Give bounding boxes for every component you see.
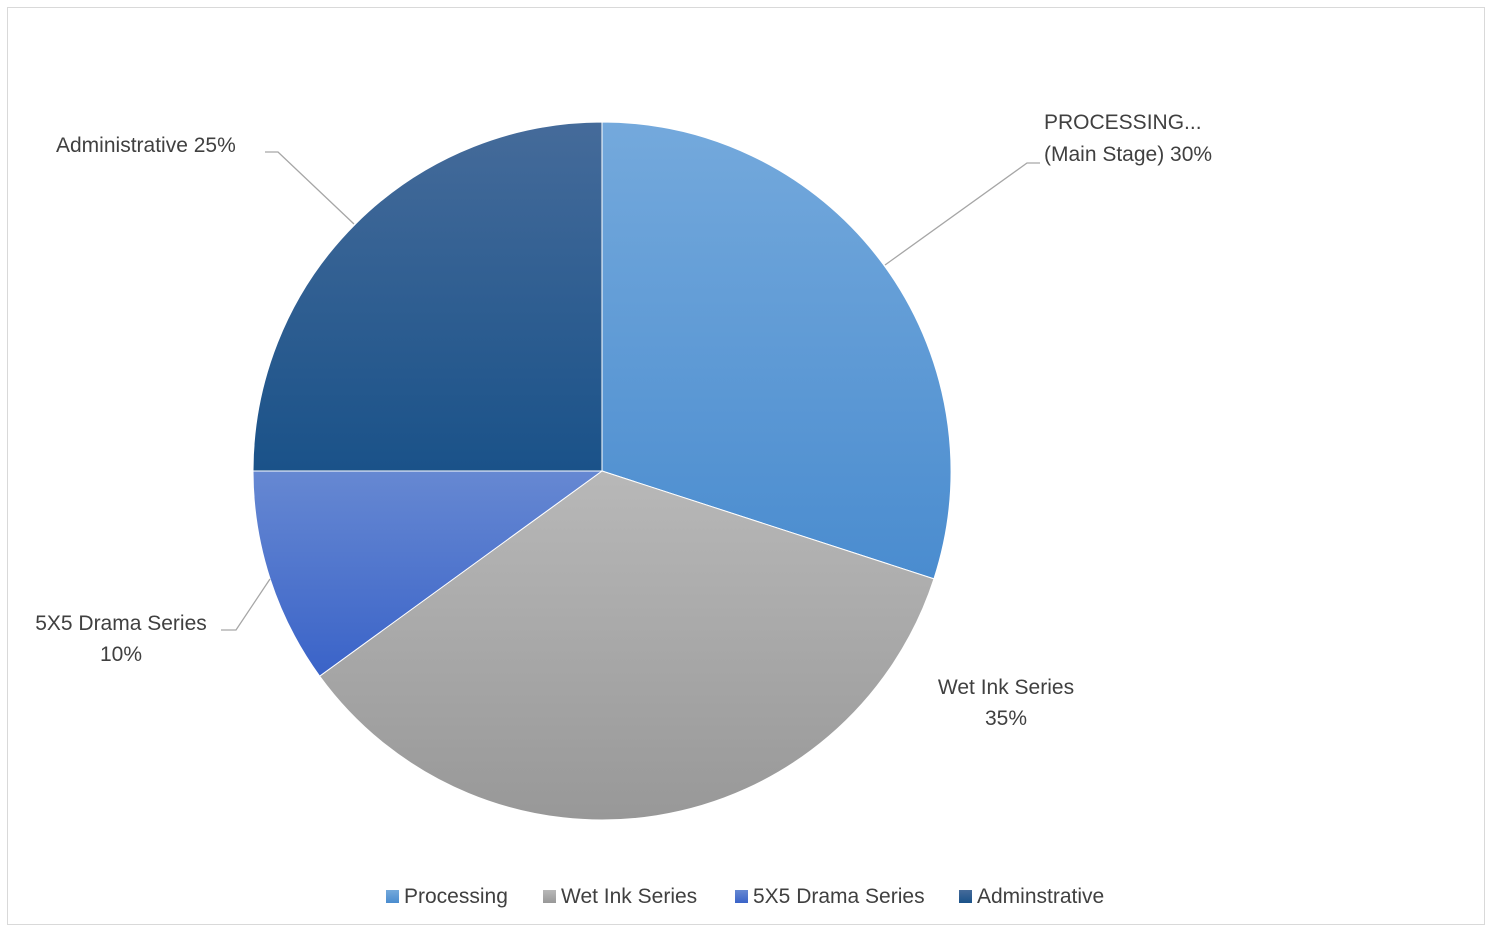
legend-item-processing: Processing bbox=[386, 885, 508, 908]
pie-slice-processing bbox=[601, 121, 952, 580]
data-label-pct-5x5-drama-series: 10% bbox=[100, 643, 142, 666]
legend-label-5x5-drama-series: 5X5 Drama Series bbox=[753, 885, 925, 908]
legend-item-wet-ink-series: Wet Ink Series bbox=[543, 885, 697, 908]
data-label-pct-adminstrative: 25% bbox=[188, 134, 236, 157]
legend-label-adminstrative: Adminstrative bbox=[977, 885, 1104, 908]
pie-slice-5x5-drama-series bbox=[252, 470, 604, 677]
leader-line-processing bbox=[884, 162, 1040, 266]
data-label-wet-ink-series: Wet Ink Series bbox=[938, 676, 1074, 699]
data-label-pct-processing: 30% bbox=[1164, 143, 1212, 166]
pie-slice-adminstrative bbox=[252, 121, 603, 472]
legend-label-wet-ink-series: Wet Ink Series bbox=[561, 885, 697, 908]
leader-line-adminstrative bbox=[265, 151, 355, 225]
legend-swatch-adminstrative bbox=[959, 890, 972, 903]
data-labels: PROCESSING... (Main Stage) 30% Wet Ink Ser… bbox=[35, 111, 1212, 730]
data-label-pct-wet-ink-series: 35% bbox=[985, 707, 1027, 730]
legend-swatch-5x5-drama-series bbox=[735, 890, 748, 903]
leader-lines bbox=[221, 151, 1040, 631]
legend-swatch-wet-ink-series bbox=[543, 890, 556, 903]
leader-line-5x5-drama-series bbox=[221, 578, 271, 631]
legend-label-processing: Processing bbox=[404, 885, 508, 908]
data-label-processing-line-2: (Main Stage) 30% bbox=[1044, 143, 1212, 166]
legend: Processing Wet Ink Series 5X5 Drama Series… bbox=[386, 885, 1104, 908]
data-label-5x5-drama-series: 5X5 Drama Series bbox=[35, 612, 207, 635]
legend-swatch-processing bbox=[386, 890, 399, 903]
data-label-adminstrative: Administrative 25% bbox=[56, 134, 236, 157]
legend-item-5x5-drama-series: 5X5 Drama Series bbox=[735, 885, 925, 908]
legend-item-adminstrative: Adminstrative bbox=[959, 885, 1104, 908]
pie-slice-wet-ink-series bbox=[318, 470, 935, 821]
data-label-processing-line-1: PROCESSING... bbox=[1044, 111, 1202, 134]
pie-slices bbox=[252, 121, 952, 821]
